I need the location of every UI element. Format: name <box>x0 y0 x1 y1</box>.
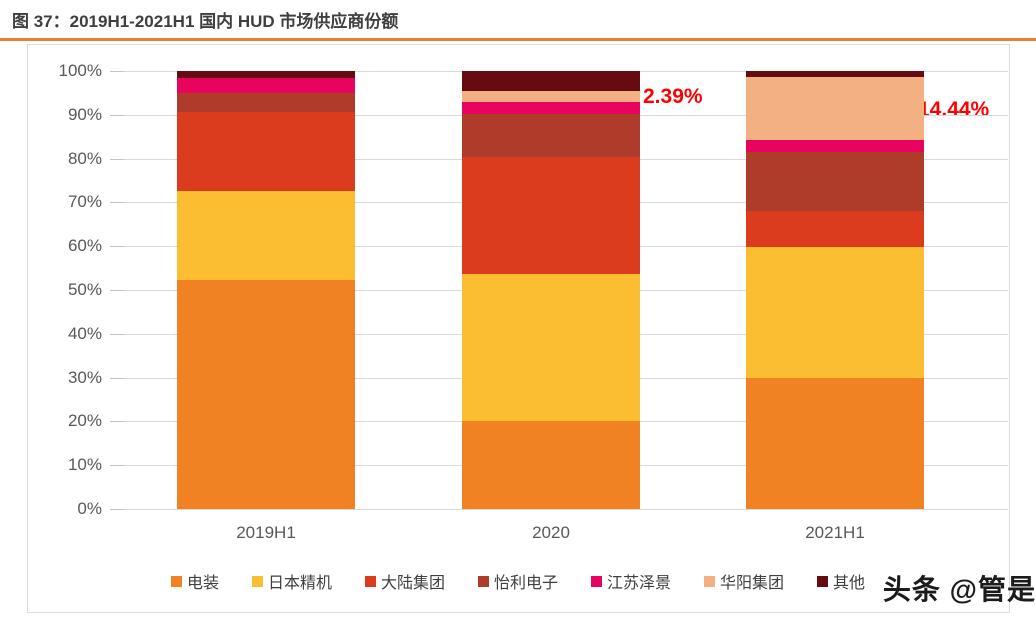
bar-segment-2019H1-日本精机 <box>177 191 355 281</box>
y-tick-label-0%: 0% <box>77 499 102 518</box>
y-tickmark-100% <box>110 71 124 72</box>
bar-segment-2021H1-大陆集团 <box>746 210 924 247</box>
bar-segment-2020-日本精机 <box>462 274 640 421</box>
y-tickmark-80% <box>110 158 124 160</box>
legend-label: 大陆集团 <box>380 575 445 592</box>
y-tick-label-30%: 30% <box>67 367 102 387</box>
bar-segment-2020-江苏泽景 <box>462 101 640 114</box>
x-tick-label-2021H1: 2021H1 <box>805 523 865 542</box>
gridline-0% <box>124 509 1008 510</box>
legend-item-江苏泽景: 江苏泽景 <box>591 569 671 593</box>
chart-title: 图 37：2019H1-2021H1 国内 HUD 市场供应商份额 <box>12 12 399 31</box>
bar-segment-2021H1-江苏泽景 <box>746 140 924 152</box>
title-underline-rule <box>0 38 1036 41</box>
y-tickmark-50% <box>110 290 124 291</box>
chart-legend: 电装 日本精机 大陆集团 怡利电子 江苏泽景 华阳集团 其他 <box>28 569 1008 593</box>
bar-segment-2020-其他 <box>462 71 640 92</box>
legend-swatch-icon <box>591 575 602 587</box>
y-tickmark-60% <box>110 246 124 248</box>
bar-segment-2021H1-日本精机 <box>746 246 924 379</box>
y-tick-label-60%: 60% <box>67 236 102 256</box>
bar-segment-2021H1-华阳集团 <box>746 76 924 141</box>
legend-label: 日本精机 <box>267 575 332 592</box>
bar-segment-2020-华阳集团 <box>462 91 640 102</box>
legend-label: 华阳集团 <box>720 575 785 592</box>
y-tickmark-0% <box>110 509 124 510</box>
y-tickmark-20% <box>110 421 124 423</box>
y-tickmark-40% <box>110 333 124 335</box>
legend-swatch-icon <box>817 575 829 587</box>
y-tick-label-50%: 50% <box>67 280 102 299</box>
legend-swatch-icon <box>170 575 182 587</box>
y-tick-label-100%: 100% <box>58 61 102 80</box>
bar-segment-2020-怡利电子 <box>462 113 640 158</box>
x-tick-label-2020: 2020 <box>532 523 570 542</box>
legend-label: 江苏泽景 <box>607 575 672 592</box>
legend-item-大陆集团: 大陆集团 <box>364 569 445 593</box>
bar-segment-2019H1-江苏泽景 <box>177 77 355 93</box>
y-tick-label-10%: 10% <box>67 455 102 475</box>
y-tick-label-20%: 20% <box>67 411 102 431</box>
y-tickmark-90% <box>110 114 124 116</box>
y-tick-label-40%: 40% <box>67 323 102 343</box>
bar-segment-2019H1-怡利电子 <box>177 92 355 113</box>
watermark-text: 头条 @管是 <box>882 574 1036 605</box>
data-label-huayang-2021: 14.44% <box>918 98 990 121</box>
legend-item-华阳集团: 华阳集团 <box>704 569 784 593</box>
bar-segment-2020-电装 <box>462 420 640 509</box>
y-tick-label-70%: 70% <box>67 192 102 212</box>
legend-label: 其他 <box>833 575 866 592</box>
y-tick-label-80%: 80% <box>67 148 102 168</box>
legend-label: 怡利电子 <box>493 575 558 592</box>
legend-swatch-icon <box>477 575 489 587</box>
legend-item-其他: 其他 <box>817 569 865 593</box>
legend-item-日本精机: 日本精机 <box>251 569 332 593</box>
legend-swatch-icon <box>704 575 716 587</box>
legend-item-怡利电子: 怡利电子 <box>477 569 558 593</box>
bar-segment-2021H1-其他 <box>746 71 924 77</box>
legend-label: 电装 <box>186 575 219 592</box>
bar-segment-2019H1-其他 <box>177 71 355 78</box>
data-label-huayang-2020: 2.39% <box>643 85 703 108</box>
y-tickmark-10% <box>110 465 124 467</box>
bar-segment-2019H1-大陆集团 <box>177 112 355 191</box>
bar-segment-2021H1-怡利电子 <box>746 151 924 211</box>
y-tick-label-90%: 90% <box>67 104 102 124</box>
x-tick-label-2019H1: 2019H1 <box>236 523 296 542</box>
y-tickmark-70% <box>110 202 124 204</box>
legend-swatch-icon <box>251 575 263 587</box>
bar-segment-2021H1-电装 <box>746 378 924 509</box>
legend-item-电装: 电装 <box>170 569 219 593</box>
bar-segment-2019H1-电装 <box>177 280 355 509</box>
bar-segment-2020-大陆集团 <box>462 157 640 275</box>
y-tickmark-30% <box>110 377 124 379</box>
legend-swatch-icon <box>364 575 376 587</box>
